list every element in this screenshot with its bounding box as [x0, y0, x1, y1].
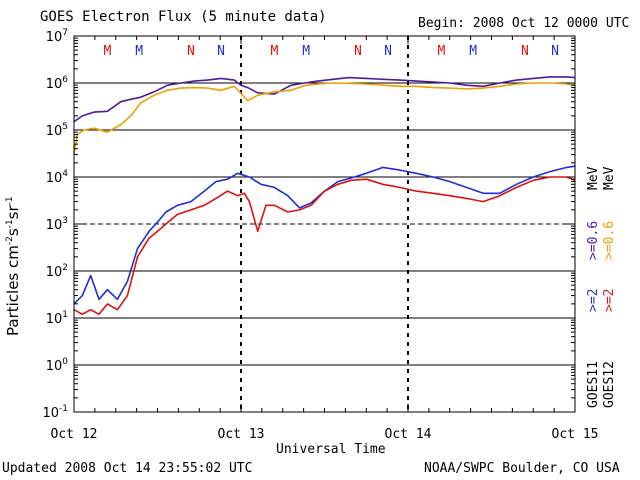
chart-title: GOES Electron Flux (5 minute data): [40, 9, 327, 25]
series-line: [73, 82, 576, 155]
crossing-marker: M: [271, 44, 279, 59]
crossing-marker: N: [521, 44, 529, 59]
crossing-marker: N: [187, 44, 195, 59]
x-axis-label: Universal Time: [276, 442, 386, 457]
updated-timestamp: Updated 2008 Oct 14 23:55:02 UTC: [2, 461, 253, 476]
crossing-marker: N: [354, 44, 362, 59]
crossing-marker: M: [104, 44, 112, 59]
crossing-marker: N: [551, 44, 559, 59]
x-tick-label: Oct 15: [552, 427, 599, 442]
y-tick-label: 105: [46, 122, 68, 139]
crossing-marker: M: [135, 44, 143, 59]
legend-ge06-goes11: >=0.6: [586, 220, 601, 260]
series-line: [73, 176, 576, 316]
y-axis-label: Particles cm-2s-1sr-1: [4, 196, 22, 336]
crossing-marker: M: [302, 44, 310, 59]
legend-mev-2: MeV: [602, 166, 617, 190]
legend-ge06-goes12: >=0.6: [602, 220, 617, 260]
x-tick-label: Oct 12: [51, 427, 98, 442]
tick-layer: 10-1 100 101 102 103 104 105 106 107 Oct 12 Oct 13…: [42, 28, 598, 442]
y-tick-label: 101: [46, 310, 68, 327]
series-line: [73, 76, 576, 123]
legend-ge2-goes12: >=2: [602, 288, 617, 312]
y-tick-label: 104: [46, 169, 69, 186]
y-tick-label: 107: [46, 28, 68, 45]
crossing-marker: M: [469, 44, 477, 59]
y-tick-label: 100: [46, 357, 69, 374]
credit-text: NOAA/SWPC Boulder, CO USA: [424, 461, 620, 476]
series-line: [73, 165, 576, 305]
y-tick-label: 102: [46, 263, 68, 280]
y-tick-label: 10-1: [42, 404, 68, 421]
y-tick-label: 106: [46, 75, 69, 92]
x-tick-label: Oct 14: [385, 427, 432, 442]
crossing-marker: N: [384, 44, 392, 59]
crossing-marker: M: [438, 44, 446, 59]
plot-grid: [74, 36, 575, 412]
y-tick-label: 103: [46, 216, 68, 233]
crossing-marker: N: [217, 44, 225, 59]
legend-goes12: GOES12: [602, 361, 617, 408]
legend-mev-1: MeV: [586, 166, 601, 190]
begin-date: Begin: 2008 Oct 12 0000 UTC: [418, 16, 630, 31]
series-layer: [73, 76, 576, 316]
x-tick-label: Oct 13: [218, 427, 265, 442]
legend-ge2-goes11: >=2: [586, 288, 601, 312]
legend-goes11: GOES11: [586, 361, 601, 408]
